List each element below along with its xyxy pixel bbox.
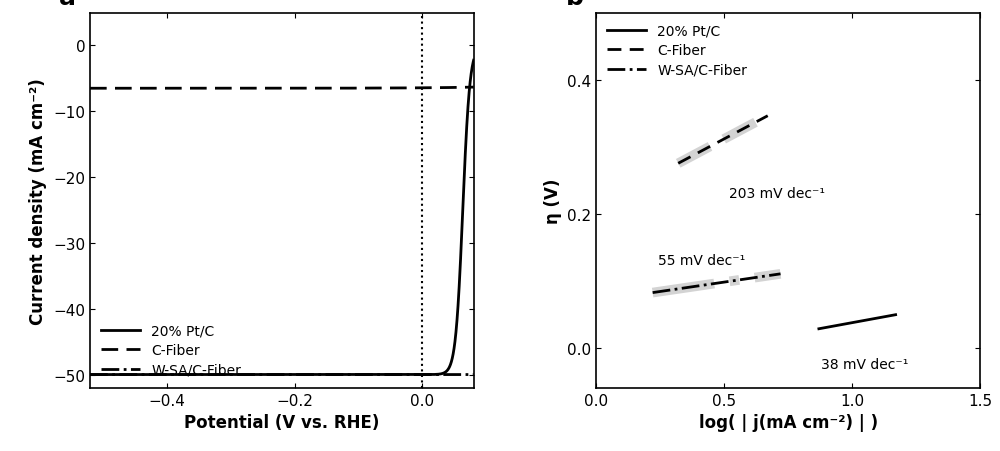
Text: a: a: [59, 0, 76, 10]
Line: C-Fiber: C-Fiber: [90, 88, 474, 89]
X-axis label: Potential (V vs. RHE): Potential (V vs. RHE): [184, 413, 379, 431]
W-SA/C-Fiber: [468, 372, 480, 377]
Text: b: b: [566, 0, 584, 10]
W-SA/C-Fiber: [128, 372, 140, 377]
Y-axis label: Current density (mA cm⁻²): Current density (mA cm⁻²): [29, 78, 47, 324]
C-Fiber: [248, 86, 260, 92]
C-Fiber: [84, 86, 96, 92]
W-SA/C-Fiber: [419, 372, 431, 377]
20% Pt/C: [151, 372, 163, 377]
W-SA/C-Fiber: [231, 372, 243, 377]
20% Pt/C: [460, 136, 472, 142]
C-Fiber: [128, 86, 140, 92]
Text: 203 mV dec⁻¹: 203 mV dec⁻¹: [729, 186, 825, 200]
20% Pt/C: [84, 372, 96, 377]
Legend: 20% Pt/C, C-Fiber, W-SA/C-Fiber: 20% Pt/C, C-Fiber, W-SA/C-Fiber: [97, 320, 245, 381]
Text: 55 mV dec⁻¹: 55 mV dec⁻¹: [658, 253, 745, 267]
W-SA/C-Fiber: [460, 372, 472, 377]
Legend: 20% Pt/C, C-Fiber, W-SA/C-Fiber: 20% Pt/C, C-Fiber, W-SA/C-Fiber: [603, 20, 752, 82]
C-Fiber: [460, 85, 472, 91]
W-SA/C-Fiber: [84, 372, 96, 377]
20% Pt/C: [128, 372, 140, 377]
C-Fiber: [151, 86, 163, 92]
20% Pt/C: [248, 372, 260, 377]
Line: 20% Pt/C: 20% Pt/C: [90, 61, 474, 375]
W-SA/C-Fiber: [151, 372, 163, 377]
X-axis label: log( | j(mA cm⁻²) | ): log( | j(mA cm⁻²) | ): [699, 413, 878, 431]
Text: 38 mV dec⁻¹: 38 mV dec⁻¹: [821, 357, 909, 371]
Y-axis label: η (V): η (V): [544, 178, 562, 223]
20% Pt/C: [468, 58, 480, 64]
20% Pt/C: [419, 372, 431, 377]
C-Fiber: [231, 86, 243, 92]
C-Fiber: [468, 85, 480, 91]
W-SA/C-Fiber: [248, 372, 260, 377]
20% Pt/C: [231, 372, 243, 377]
C-Fiber: [419, 86, 431, 91]
